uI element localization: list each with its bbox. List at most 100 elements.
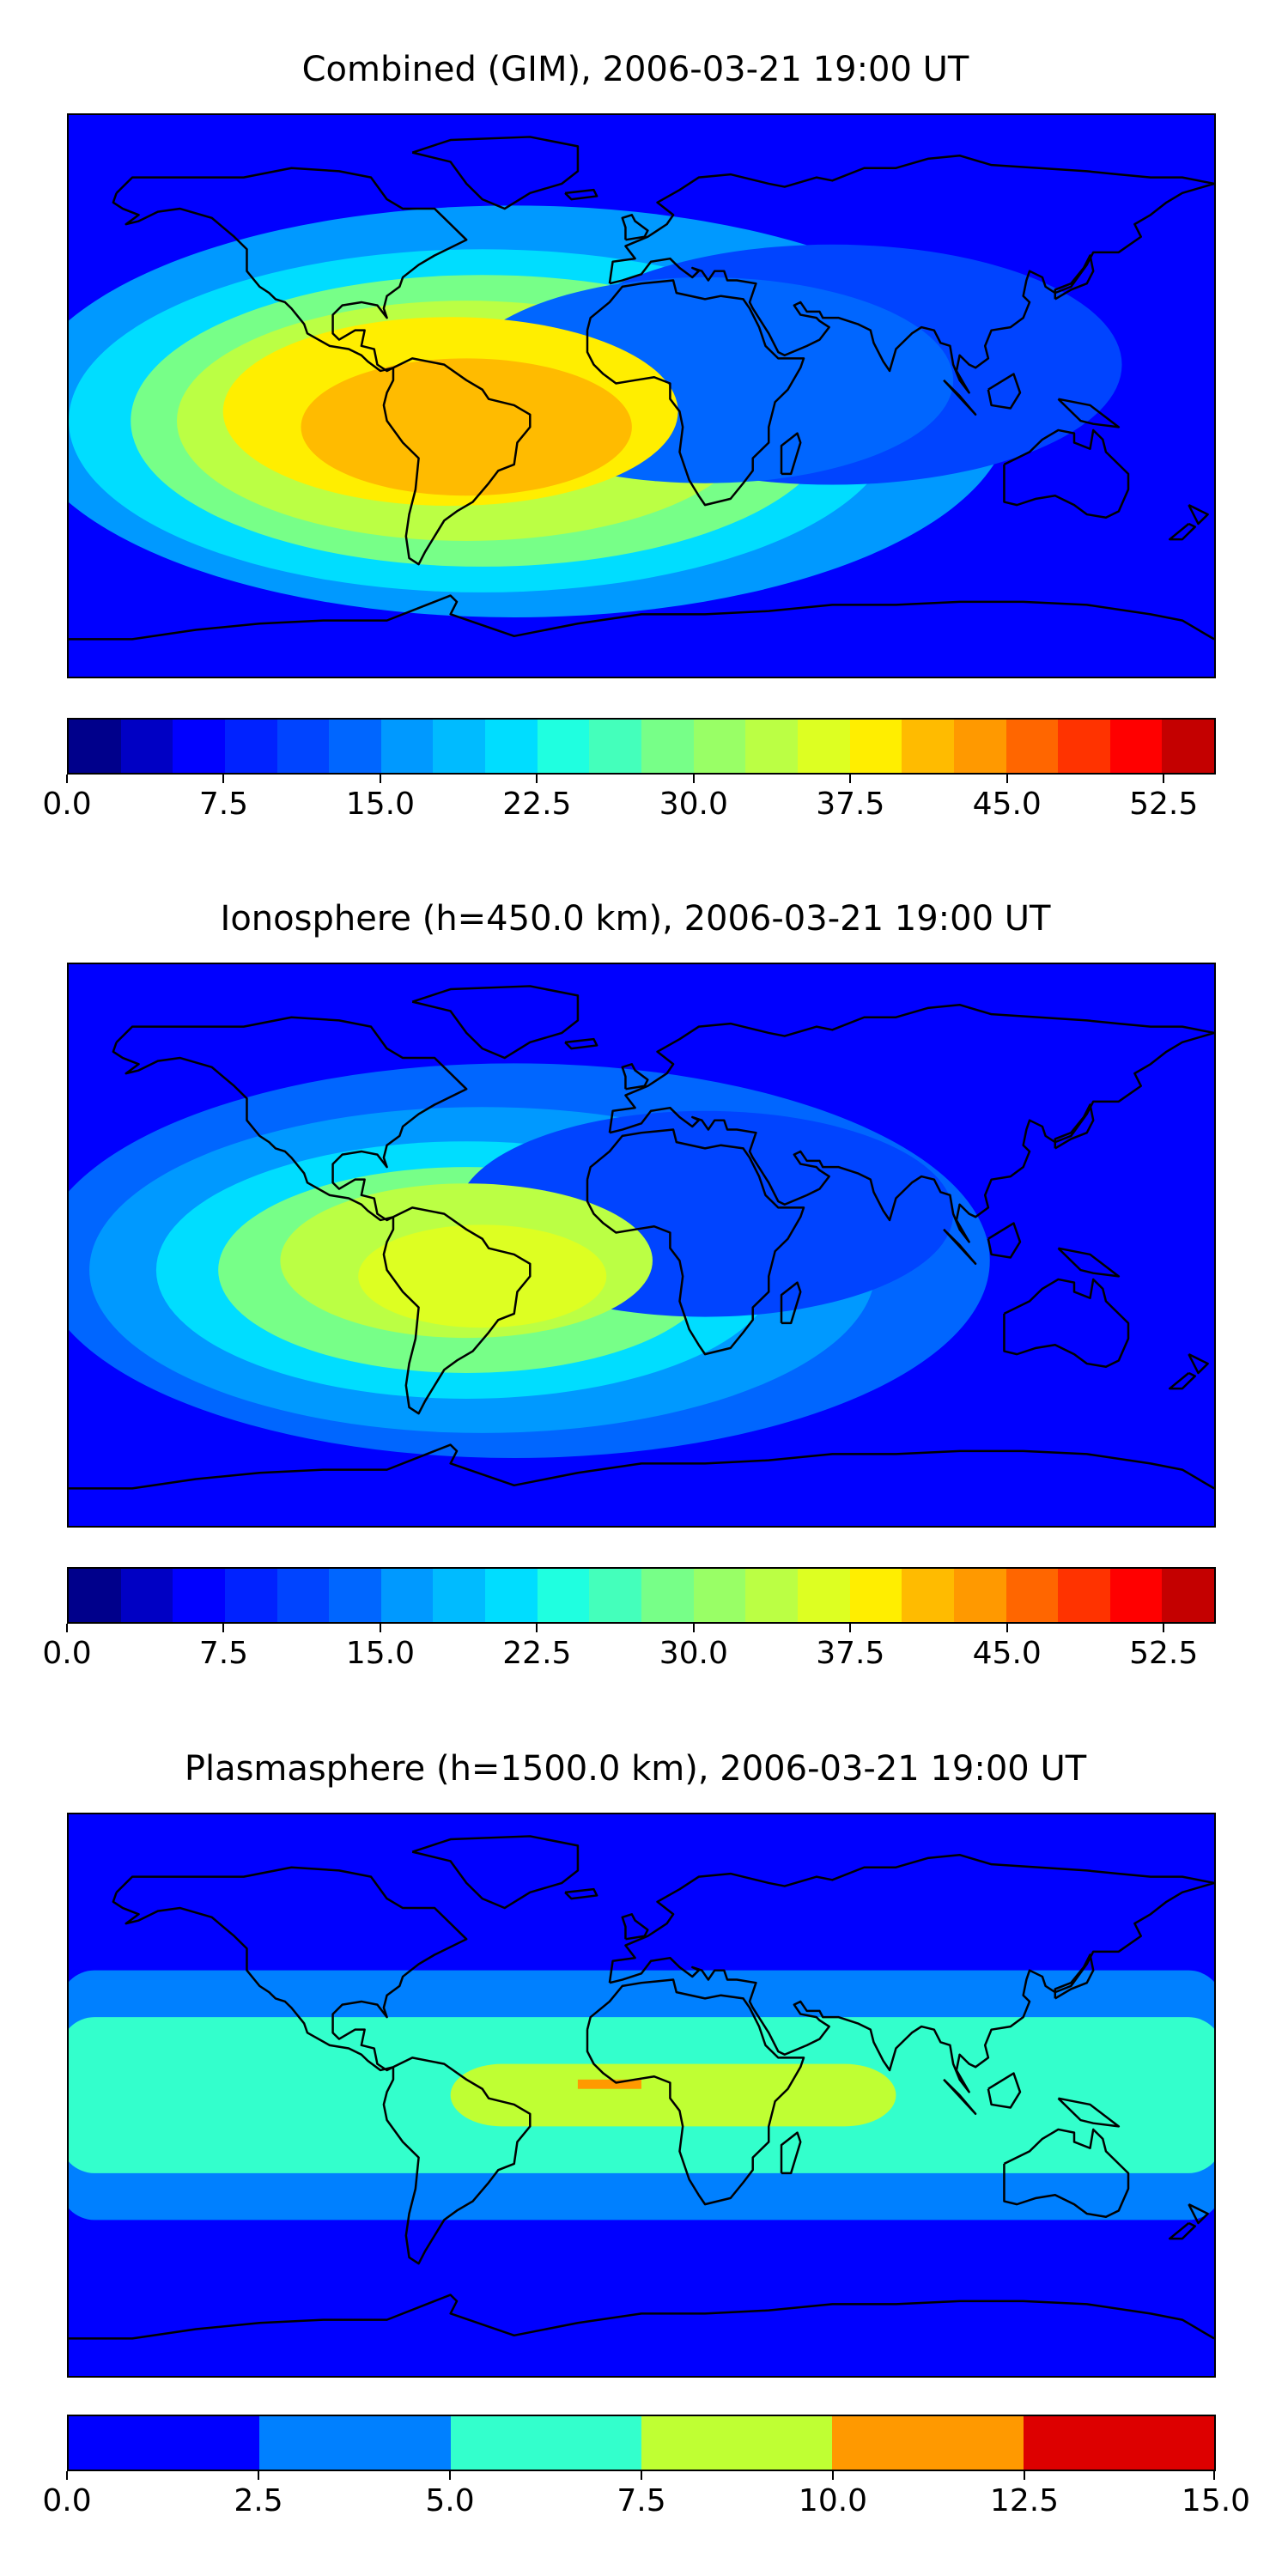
coastline-0: [112, 1016, 468, 1222]
coastline-8: [1054, 1953, 1095, 2000]
coastline-4: [586, 1978, 805, 2206]
colorbar-segment: [797, 1569, 850, 1622]
colorbar-segment: [485, 1569, 538, 1622]
colorbar-segment: [589, 1569, 642, 1622]
coastline-12: [1057, 1247, 1121, 1278]
colorbar-segment: [537, 720, 590, 773]
colorbar-segment: [433, 720, 486, 773]
coastline-2: [382, 2057, 532, 2265]
colorbar-tick: [536, 1624, 538, 1632]
colorbar-tick-label: 2.5: [234, 2483, 283, 2518]
colorbar-tick-label: 15.0: [345, 1636, 415, 1671]
colorbar-segment: [69, 720, 121, 773]
coastline-15: [564, 188, 598, 201]
colorbar-tick: [449, 2471, 451, 2480]
coastline-0: [112, 167, 468, 373]
colorbar-segment: [849, 720, 902, 773]
coastline-12: [1057, 2097, 1121, 2128]
colorbar-tick: [692, 775, 695, 783]
coastline-14: [1168, 2221, 1197, 2240]
colorbar-segment: [329, 1569, 381, 1622]
colorbar-tick: [1163, 775, 1165, 783]
colorbar-segment: [329, 720, 381, 773]
coastline-11: [987, 373, 1022, 410]
coastline-14: [1168, 1371, 1197, 1390]
coastline-0: [112, 1866, 468, 2072]
colorbar-tick-label: 12.5: [989, 2483, 1060, 2518]
colorbar-tick: [536, 775, 538, 783]
colorbar-segment: [1162, 720, 1215, 773]
colorbar-segment: [173, 720, 225, 773]
coastline-11: [987, 2072, 1022, 2109]
colorbar-segment: [641, 2416, 833, 2470]
colorbar-tick: [849, 1624, 852, 1632]
colorbar-segment: [173, 1569, 225, 1622]
coastline-10: [943, 379, 977, 416]
colorbar-segment: [485, 720, 538, 773]
colorbar-tick-label: 30.0: [659, 787, 728, 822]
colorbar-segment: [953, 1569, 1006, 1622]
colorbar-tick-label: 5.0: [425, 2483, 475, 2518]
colorbar-tick-label: 30.0: [659, 1636, 728, 1671]
colorbar-segment: [120, 720, 173, 773]
colorbar-tick-label: 0.0: [42, 787, 92, 822]
colorbar-segment: [641, 1569, 694, 1622]
colorbar-tick: [1213, 2471, 1215, 2480]
coastline-1: [411, 136, 580, 210]
coastline-15: [564, 1037, 598, 1050]
colorbar-tick-label: 52.5: [1129, 787, 1199, 822]
contour-region-7: [301, 358, 632, 496]
colorbar-segment: [276, 1569, 330, 1622]
colorbar-segment: [1005, 1569, 1059, 1622]
colorbar-tick: [222, 1624, 225, 1632]
colorbar-tick: [379, 775, 381, 783]
colorbar-segment: [69, 2416, 260, 2470]
colorbar-tick: [1024, 2471, 1025, 2480]
colorbar-tick-label: 37.5: [816, 787, 885, 822]
colorbar-tick-label: 45.0: [972, 787, 1042, 822]
colorbar-segment: [1058, 720, 1110, 773]
coastline-13: [1188, 2203, 1209, 2225]
colorbar-tick: [832, 2471, 834, 2480]
colorbar-segment: [641, 720, 694, 773]
coastline-7: [621, 1913, 649, 1941]
coastline-3: [608, 1853, 1214, 2093]
coastline-8: [1054, 1103, 1095, 1150]
coastline-2: [382, 357, 532, 566]
coastline-5: [1003, 1278, 1130, 1368]
colorbar-segment: [224, 1569, 277, 1622]
colorbar-segment: [832, 2416, 1024, 2470]
colorbar-tick: [379, 1624, 381, 1632]
colorbar-segment: [224, 720, 277, 773]
map-combined-svg: [69, 115, 1214, 677]
colorbar-segment: [1162, 1569, 1215, 1622]
colorbar-tick-label: 10.0: [798, 2483, 868, 2518]
colorbar-segment: [745, 720, 798, 773]
colorbar-tick-label: 22.5: [502, 787, 572, 822]
colorbar-tick: [66, 1624, 68, 1632]
map-combined: [67, 113, 1216, 678]
coastline-11: [987, 1222, 1022, 1259]
colorbar-ionosphere: [67, 1567, 1216, 1624]
colorbar-tick: [222, 775, 225, 783]
coastline-4: [586, 1128, 805, 1356]
colorbar-tick: [692, 1624, 695, 1632]
colorbar-segment: [1058, 1569, 1110, 1622]
coastline-7: [621, 1063, 649, 1091]
coastline-4: [586, 279, 805, 507]
colorbar-tick-label: 7.5: [198, 1636, 249, 1671]
colorbar-segment: [849, 1569, 902, 1622]
map-ionosphere-svg: [69, 964, 1214, 1526]
coastline-14: [1168, 522, 1197, 541]
contour-region-6: [358, 1224, 607, 1328]
coastline-8: [1054, 254, 1095, 301]
coastline-9: [780, 1281, 802, 1325]
coastline-1: [411, 985, 580, 1060]
colorbar-tick-label: 15.0: [345, 787, 415, 822]
colorbar-tick-label: 15.0: [1181, 2483, 1251, 2518]
colorbar-tick-label: 7.5: [198, 787, 249, 822]
colorbar-combined: [67, 718, 1216, 775]
panel-title-plasmasphere: Plasmasphere (h=1500.0 km), 2006-03-21 1…: [184, 1749, 1087, 1789]
coastline-2: [382, 1206, 532, 1415]
coastline-13: [1188, 504, 1209, 526]
